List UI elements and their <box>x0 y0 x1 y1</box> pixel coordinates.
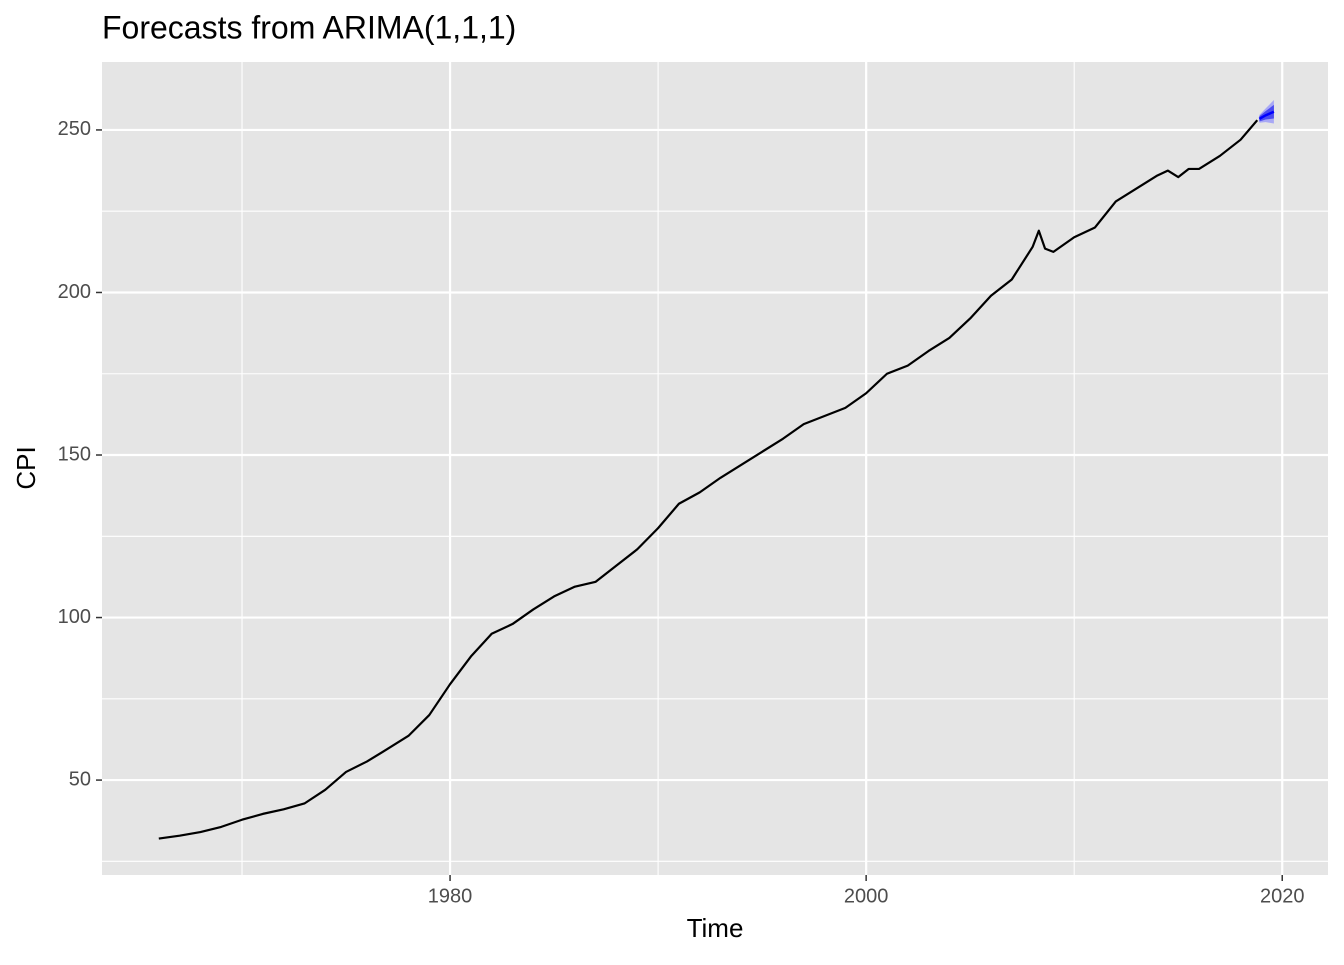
forecast-line <box>1258 110 1275 120</box>
y-tick-label: 250 <box>58 118 91 140</box>
x-axis-title: Time <box>687 913 744 943</box>
x-tick-label: 2000 <box>844 885 889 907</box>
y-tick-label: 200 <box>58 281 91 303</box>
y-axis-title: CPI <box>11 446 41 489</box>
y-tick-label: 100 <box>58 606 91 628</box>
x-tick-label: 2020 <box>1260 885 1305 907</box>
x-tick-label: 1980 <box>428 885 473 907</box>
chart-title: Forecasts from ARIMA(1,1,1) <box>102 9 516 45</box>
y-tick-label: 50 <box>69 768 91 790</box>
series-line <box>158 119 1259 840</box>
y-tick-label: 150 <box>58 443 91 465</box>
